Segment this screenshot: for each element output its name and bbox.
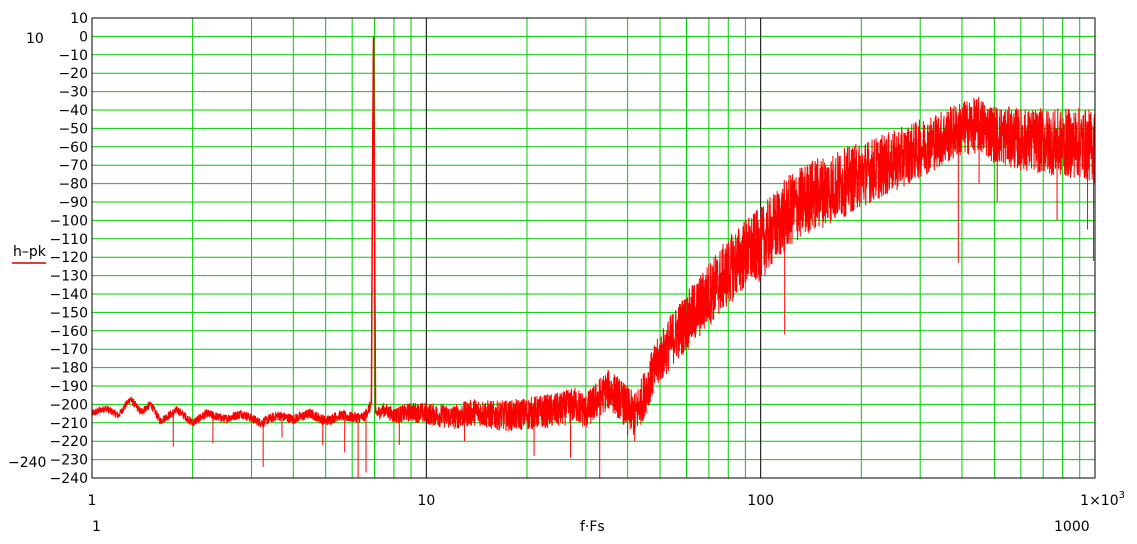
x-tick-label: 1 [88,493,97,509]
y-tick-label: −160 [50,324,88,340]
x-tick-label: 100 [747,493,774,509]
y-tick-label: −170 [50,342,88,358]
y-tick-label: −200 [50,397,88,413]
y-tick-labels: 10 0 −10 −20 −30 −40 −50 −60 −70 −80 −90 −100 −110 −1… [50,11,88,487]
y-tick-label: −210 [50,416,88,432]
y-tick-label: −120 [50,250,88,266]
x-range-min-label: 1 [92,519,101,535]
y-tick-label: −130 [50,269,88,285]
y-tick-label: −180 [50,361,88,377]
y-tick-label: −240 [50,471,88,487]
y-tick-label: −220 [50,434,88,450]
y-tick-label: −90 [58,195,88,211]
y-tick-label: −20 [58,66,88,82]
y-tick-label: −40 [58,103,88,119]
y-tick-label: −140 [50,287,88,303]
y-tick-label: −60 [58,140,88,156]
y-range-min-label: −240 [8,455,46,471]
y-tick-label: −150 [50,305,88,321]
y-axis-label: h–pk [13,244,47,260]
x-tick-labels: 1 10 100 1×103 [88,490,1125,509]
x-tick-label: 10 [417,493,435,509]
y-tick-label: −230 [50,453,88,469]
y-range-max-label: 10 [26,31,44,47]
x-axis-label: f·Fs [580,519,605,535]
x-range-max-label: 1000 [1054,519,1090,535]
y-tick-label: −190 [50,379,88,395]
y-tick-label: −50 [58,121,88,137]
y-tick-label: −80 [58,177,88,193]
series-spike [370,36,377,414]
series-trace [91,36,1096,478]
x-tick-label: 1×103 [1080,490,1125,509]
plot-frame [91,17,1096,479]
y-tick-label: −100 [50,213,88,229]
y-tick-label: −30 [58,85,88,101]
y-tick-label: 0 [79,29,88,45]
y-tick-label: −110 [50,232,88,248]
y-tick-label: −10 [58,48,88,64]
y-tick-label: 10 [70,11,88,27]
y-tick-label: −70 [58,158,88,174]
series-line [91,48,1096,435]
